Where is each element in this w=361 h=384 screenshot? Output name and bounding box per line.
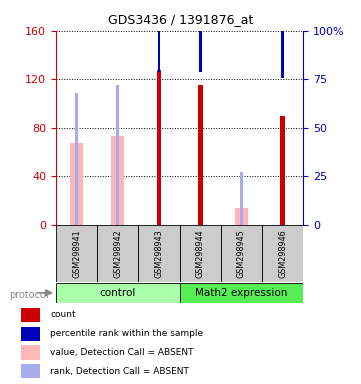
Text: Math2 expression: Math2 expression (195, 288, 288, 298)
Bar (281, 0, 284, 78)
Bar (21, 364, 40, 379)
Bar (157, 0, 160, 72)
Bar (199, 0, 202, 72)
Text: rank, Detection Call = ABSENT: rank, Detection Call = ABSENT (50, 367, 189, 376)
Bar (21, 346, 40, 359)
FancyBboxPatch shape (97, 225, 138, 282)
Text: percentile rank within the sample: percentile rank within the sample (50, 329, 203, 338)
Bar (116, 85, 119, 225)
Bar (21, 326, 40, 341)
FancyBboxPatch shape (56, 283, 179, 303)
Bar (240, 172, 243, 225)
Bar (111, 136, 125, 225)
Bar (70, 144, 83, 225)
Text: GSM298944: GSM298944 (196, 229, 205, 278)
FancyBboxPatch shape (139, 225, 179, 282)
Text: GSM298946: GSM298946 (278, 229, 287, 278)
Text: protocol: protocol (9, 290, 49, 300)
Text: GSM298941: GSM298941 (72, 229, 81, 278)
FancyBboxPatch shape (180, 225, 221, 282)
FancyBboxPatch shape (221, 225, 262, 282)
Bar (21, 308, 40, 322)
FancyBboxPatch shape (180, 283, 303, 303)
Text: GSM298942: GSM298942 (113, 229, 122, 278)
Text: value, Detection Call = ABSENT: value, Detection Call = ABSENT (50, 348, 193, 357)
Text: GDS3436 / 1391876_at: GDS3436 / 1391876_at (108, 13, 253, 26)
Bar (198, 85, 203, 225)
Bar (280, 116, 285, 225)
Bar (75, 93, 78, 225)
Text: GSM298945: GSM298945 (237, 229, 246, 278)
Bar (235, 208, 248, 225)
Bar (157, 70, 161, 225)
Text: control: control (100, 288, 136, 298)
FancyBboxPatch shape (56, 225, 97, 282)
Text: count: count (50, 310, 76, 319)
FancyBboxPatch shape (262, 225, 303, 282)
Text: GSM298943: GSM298943 (155, 229, 164, 278)
